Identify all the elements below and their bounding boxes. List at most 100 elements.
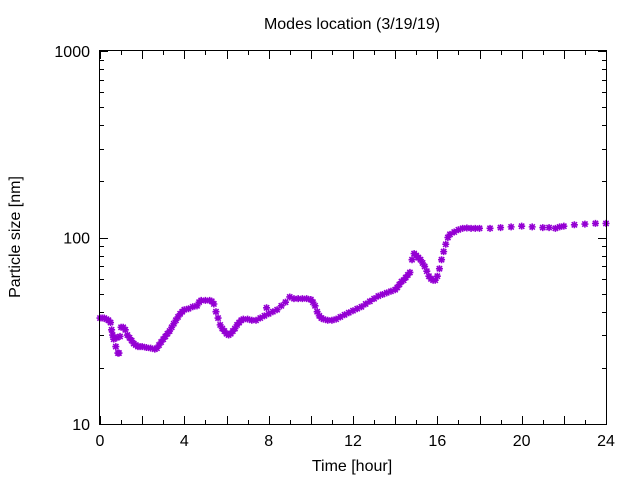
data-point xyxy=(107,319,115,327)
data-point xyxy=(309,298,317,306)
data-point xyxy=(185,305,193,313)
data-point xyxy=(518,222,526,230)
x-tick-label: 12 xyxy=(344,433,362,450)
data-point xyxy=(265,310,273,318)
data-point xyxy=(290,295,298,303)
data-point xyxy=(214,314,222,322)
data-point xyxy=(147,344,155,352)
x-tick-label: 8 xyxy=(264,433,273,450)
data-point xyxy=(324,316,332,324)
data-point xyxy=(454,226,462,234)
data-point xyxy=(349,307,357,315)
data-point xyxy=(269,308,277,316)
data-point xyxy=(551,224,559,232)
data-point xyxy=(328,316,336,324)
data-point xyxy=(423,267,431,275)
y-tick-label: 1000 xyxy=(54,44,90,61)
data-point xyxy=(471,224,479,232)
x-tick-label: 20 xyxy=(513,433,531,450)
data-point xyxy=(189,303,197,311)
data-point xyxy=(556,223,564,231)
data-point xyxy=(170,320,178,328)
data-point xyxy=(450,228,458,236)
data-point xyxy=(497,224,505,232)
data-point xyxy=(370,295,378,303)
data-point xyxy=(435,265,443,273)
data-point xyxy=(239,315,247,323)
plot-frame xyxy=(99,50,607,425)
data-point xyxy=(110,335,118,343)
data-point xyxy=(406,268,414,276)
y-tick-label: 100 xyxy=(63,231,90,248)
data-point xyxy=(151,345,159,353)
data-point xyxy=(303,295,311,303)
data-point xyxy=(431,276,439,284)
data-point xyxy=(273,306,281,314)
y-axis-label: Particle size [nm] xyxy=(7,176,24,298)
x-tick-label: 24 xyxy=(597,433,615,450)
data-point xyxy=(366,297,374,305)
data-points xyxy=(96,219,610,357)
data-point xyxy=(109,331,117,339)
data-point xyxy=(446,230,454,238)
data-point xyxy=(591,219,599,227)
data-point xyxy=(416,256,424,264)
data-point xyxy=(112,343,120,351)
data-point xyxy=(507,223,515,231)
x-axis-label: Time [hour] xyxy=(312,458,392,475)
data-point xyxy=(256,314,264,322)
data-point xyxy=(142,344,150,352)
data-point xyxy=(581,220,589,228)
data-point xyxy=(383,289,391,297)
data-point xyxy=(166,327,174,335)
data-point xyxy=(528,223,536,231)
data-point xyxy=(206,296,214,304)
data-point xyxy=(438,256,446,264)
data-point xyxy=(539,224,547,232)
data-point xyxy=(244,315,252,323)
data-point xyxy=(444,234,452,241)
data-point xyxy=(201,296,209,304)
data-point xyxy=(116,332,124,340)
data-point xyxy=(115,349,123,357)
data-point xyxy=(197,296,205,304)
data-point xyxy=(433,272,441,280)
data-point xyxy=(463,224,471,232)
data-point xyxy=(332,315,340,323)
data-point xyxy=(294,295,302,303)
data-point xyxy=(379,290,387,298)
data-point xyxy=(108,326,116,334)
data-point xyxy=(353,305,361,313)
data-point xyxy=(570,221,578,229)
data-point xyxy=(172,316,180,324)
data-point xyxy=(216,321,224,329)
data-point xyxy=(362,300,370,308)
data-point xyxy=(408,256,416,264)
y-tick-label: 10 xyxy=(72,417,90,434)
data-point xyxy=(121,326,129,334)
data-point xyxy=(231,325,239,333)
data-point xyxy=(421,262,429,270)
data-point xyxy=(260,312,268,320)
x-tick-label: 16 xyxy=(428,433,446,450)
data-point xyxy=(298,295,306,303)
x-tick-label: 4 xyxy=(180,433,189,450)
data-point xyxy=(467,224,475,232)
data-point xyxy=(419,259,427,267)
data-point xyxy=(248,316,256,324)
data-point xyxy=(442,240,450,248)
data-point xyxy=(319,315,327,323)
data-point xyxy=(357,303,365,311)
data-point xyxy=(313,308,321,316)
data-point xyxy=(263,304,271,312)
data-point xyxy=(193,302,201,310)
data-point xyxy=(311,302,319,310)
x-tick-label: 0 xyxy=(96,433,105,450)
chart-title: Modes location (3/19/19) xyxy=(264,16,440,33)
axis-ticks: 0 4 8 12 16 20 24 10 100 1000 xyxy=(54,44,615,450)
data-point xyxy=(476,224,483,232)
data-point xyxy=(486,224,494,232)
data-point xyxy=(212,308,220,316)
data-point xyxy=(459,224,467,232)
